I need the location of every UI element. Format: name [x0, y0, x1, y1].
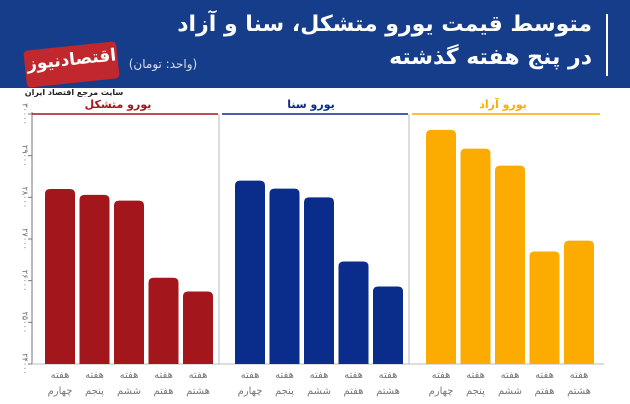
bar [269, 188, 300, 364]
bar [304, 197, 334, 364]
x-tick-label: هفته [570, 370, 589, 381]
x-tick-label: هفته [120, 370, 139, 381]
bar [564, 240, 594, 364]
x-tick-label: چهارم [48, 386, 73, 397]
y-tick-label: ۲۵۰۰۰ [21, 312, 30, 333]
legend-label: یورو سنا [287, 98, 334, 111]
x-tick-label: هفته [310, 370, 329, 381]
y-tick-label: ۲۶۰۰۰ [21, 270, 30, 291]
bar [338, 261, 369, 364]
bar [183, 291, 213, 364]
x-tick-label: پنجم [85, 386, 104, 397]
bar [148, 277, 179, 364]
x-tick-label: ششم [117, 386, 141, 397]
bar [460, 148, 491, 364]
x-tick-label: هفته [275, 370, 294, 381]
x-tick-label: هفته [344, 370, 363, 381]
unit-label: (واحد: تومان) [128, 57, 198, 71]
x-tick-label: چهارم [238, 386, 263, 397]
logo-subtitle: سایت مرجع اقتصاد ایران [24, 88, 124, 97]
y-tick-label: ۳۰۰۰۰ [21, 103, 30, 124]
x-tick-label: هفتم [534, 386, 554, 397]
bar [235, 180, 265, 364]
x-tick-label: هفته [466, 370, 485, 381]
bar [45, 189, 75, 364]
x-tick-label: هفته [379, 370, 398, 381]
title-line-2: در پنج هفته گذشته [389, 45, 592, 70]
y-tick-label: ۲۴۰۰۰ [21, 353, 30, 374]
title-line-1: متوسط قیمت یورو متشکل، سنا و آزاد [177, 12, 592, 37]
x-tick-label: هشتم [376, 386, 400, 397]
x-tick-label: چهارم [429, 386, 454, 397]
x-tick-label: هفته [51, 370, 70, 381]
x-tick-label: هفتم [343, 386, 363, 397]
x-tick-label: هشتم [186, 386, 210, 397]
x-tick-label: هفتم [153, 386, 173, 397]
bar [114, 200, 144, 364]
legend-label: یورو متشکل [85, 98, 152, 111]
x-tick-label: هفته [535, 370, 554, 381]
x-tick-label: ششم [498, 386, 522, 397]
x-tick-label: ششم [307, 386, 331, 397]
x-tick-label: هفته [154, 370, 173, 381]
x-tick-label: هفته [241, 370, 260, 381]
bar [529, 251, 560, 364]
y-tick-label: ۲۹۰۰۰ [21, 145, 30, 166]
x-tick-label: هشتم [567, 386, 591, 397]
x-tick-label: هفته [85, 370, 104, 381]
x-tick-label: هفته [432, 370, 451, 381]
chart-title: متوسط قیمت یورو متشکل، سنا و آزاد در پنج… [172, 8, 592, 74]
y-tick-label: ۲۷۰۰۰ [21, 228, 30, 249]
x-tick-label: پنجم [466, 386, 485, 397]
y-tick-label: ۲۸۰۰۰ [21, 187, 30, 208]
bar [426, 129, 456, 364]
bar [373, 286, 403, 364]
x-tick-label: هفته [501, 370, 520, 381]
title-divider [606, 14, 608, 76]
bar [79, 194, 110, 364]
x-tick-label: پنجم [275, 386, 294, 397]
legend-label: یورو آزاد [479, 97, 527, 111]
bar [495, 165, 525, 364]
x-tick-label: هفته [189, 370, 208, 381]
